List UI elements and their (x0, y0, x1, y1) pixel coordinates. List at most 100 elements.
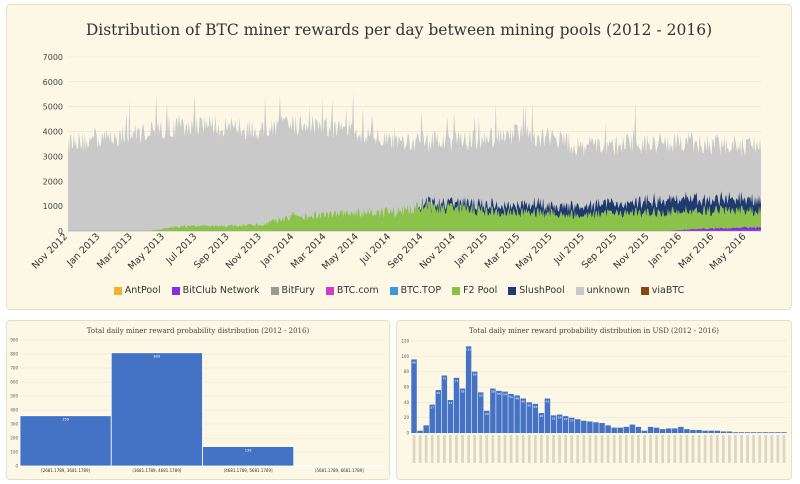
bar-data-label: 40 (527, 403, 531, 407)
legend-swatch (270, 286, 279, 295)
y-tick-label: 0 (406, 431, 409, 436)
bottom-left-chart-svg: 0 100 200 300 400 500 600 700 800 900 359 [2681.178… (10, 338, 386, 473)
histogram-bar (635, 426, 642, 433)
x-tick-label-mark (412, 435, 416, 463)
x-tick-label-mark (461, 435, 464, 463)
series-slushpool-area (68, 191, 761, 231)
histogram-bar (702, 430, 708, 433)
x-tick-label-mark (546, 435, 549, 463)
bottom-left-chart-panel: Total daily miner reward probability dis… (6, 320, 390, 480)
histogram-bar (435, 390, 442, 433)
y-tick-label: 800 (10, 352, 18, 357)
y-tick-label: 900 (10, 338, 18, 343)
y-tick-label: 100 (10, 450, 18, 455)
legend-swatch (113, 286, 122, 295)
x-tick-label-mark (552, 435, 555, 463)
bar-data-label: 29 (485, 412, 489, 416)
histogram-bar (110, 352, 203, 467)
histogram-bar (575, 419, 581, 433)
y-tick-label: 3000 (43, 152, 63, 161)
x-tick-label-mark (734, 435, 737, 463)
x-tick-label: Nov 2012 (30, 231, 70, 271)
legend-label: F2 Pool (463, 285, 498, 296)
y-tick-label: 300 (10, 422, 18, 427)
histogram-bar (617, 427, 623, 433)
y-tick-label: 40 (404, 400, 410, 405)
bar-data-label: 113 (466, 347, 472, 351)
x-tick-label-mark (485, 435, 489, 463)
x-tick-label-mark (473, 435, 477, 463)
histogram-bar (417, 430, 423, 433)
x-tick-label-mark (691, 435, 695, 463)
x-tick-label-mark (764, 435, 768, 463)
bar-data-label: 49 (515, 396, 519, 400)
legend-label: SlushPool (519, 285, 565, 296)
x-tick-label-mark (776, 435, 780, 463)
y-tick-label: 100 (401, 354, 409, 359)
histogram-bar (593, 422, 599, 433)
bar-data-label: 54 (503, 393, 507, 397)
bar-data-label: 51 (509, 395, 513, 399)
histogram-bar (672, 428, 678, 433)
histogram-bar (714, 430, 720, 433)
y-tick-label: 5000 (43, 103, 63, 112)
histogram-bar (623, 426, 630, 433)
histogram-bar (471, 371, 478, 433)
bar-data-label: 359 (62, 418, 69, 422)
x-tick-label-mark (637, 435, 640, 463)
x-tick-label-mark (685, 435, 689, 463)
x-tick-label-mark (752, 435, 756, 463)
y-tick-label: 600 (10, 380, 18, 385)
histogram-bar (653, 427, 660, 433)
x-tick-label-mark (424, 435, 428, 463)
histogram-bar (629, 424, 636, 433)
x-tick-label: (4681.1789, 5681.1789] (224, 468, 273, 473)
histogram-bar (568, 417, 575, 433)
x-tick-label-mark (564, 435, 568, 463)
histogram-bar (532, 403, 539, 433)
legend-label: BTC.com (336, 285, 379, 296)
histogram-bar (605, 425, 611, 433)
legend-swatch (452, 286, 461, 295)
histogram-bar (732, 432, 739, 433)
top-chart-panel: Distribution of BTC miner rewards per da… (6, 4, 792, 310)
histogram-bar (520, 398, 526, 433)
histogram-bar (19, 415, 112, 467)
histogram-bar (556, 414, 563, 433)
legend-item: F2 Pool (452, 285, 497, 296)
y-tick-label: 400 (10, 408, 18, 413)
bar-data-label: 37 (430, 406, 434, 410)
x-tick-label-mark (624, 435, 628, 463)
histogram-bar (562, 416, 569, 433)
histogram-bar (775, 432, 781, 433)
x-tick-label-mark (679, 435, 683, 463)
histogram-bar (599, 423, 605, 433)
legend-item: BTC.com (325, 285, 379, 296)
bar-data-label: 45 (521, 400, 525, 404)
bar-data-label: 56 (436, 391, 440, 395)
x-tick-label-mark (430, 435, 434, 463)
x-tick-label-mark (449, 435, 452, 463)
x-tick-label-mark (661, 435, 665, 463)
bar-data-label: 80 (473, 373, 477, 377)
legend-item: BitFury (270, 285, 315, 296)
x-tick-label-mark (782, 435, 786, 463)
x-tick-label-mark (758, 435, 762, 463)
histogram-bar (744, 432, 751, 433)
legend-item: BTC.TOP (389, 285, 441, 296)
legend-swatch (171, 286, 180, 295)
y-tick-label: 6000 (43, 78, 63, 87)
legend-swatch (508, 286, 517, 295)
histogram-bar (202, 446, 295, 467)
y-tick-label: 80 (404, 369, 410, 374)
x-tick-label-mark (770, 435, 774, 463)
x-tick-label-mark (673, 435, 677, 463)
x-tick-label-mark (479, 435, 483, 463)
histogram-bar (490, 388, 496, 433)
histogram-bar (526, 402, 532, 433)
bar-data-label: 53 (479, 393, 483, 397)
histogram-bar (465, 346, 472, 433)
histogram-bar (478, 392, 484, 433)
x-tick-label-mark (576, 435, 580, 463)
